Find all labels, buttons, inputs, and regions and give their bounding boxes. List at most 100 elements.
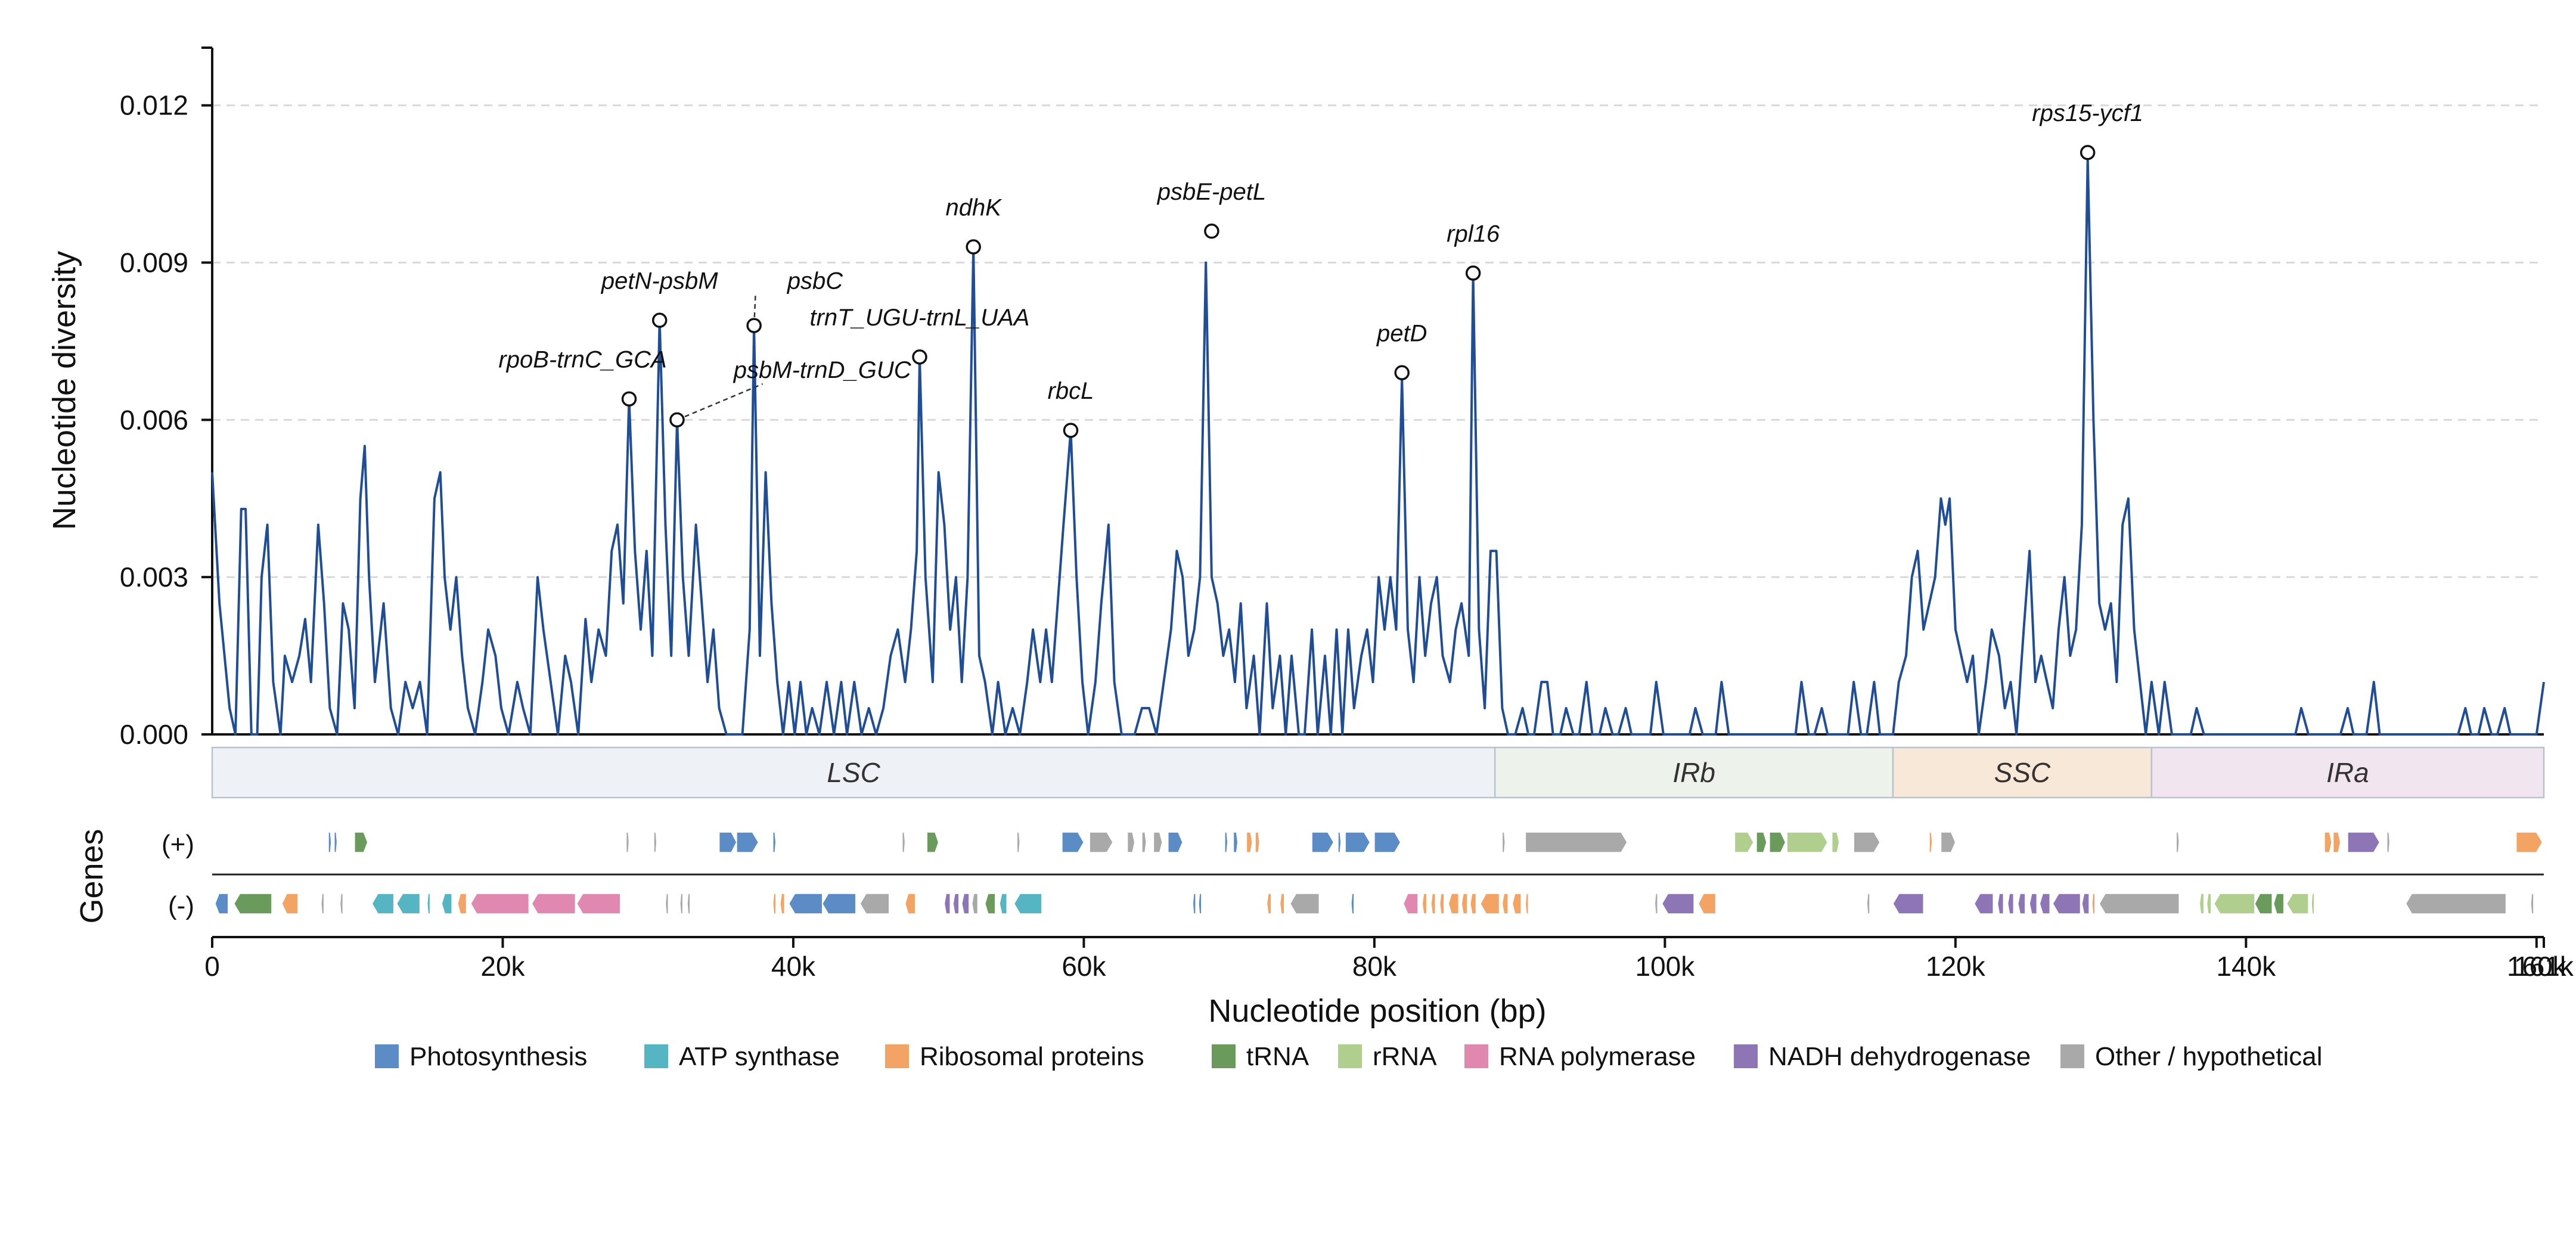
peak-label: psbC bbox=[787, 268, 843, 294]
gene-atp bbox=[426, 893, 431, 914]
gene-other bbox=[1126, 832, 1135, 853]
gene-other bbox=[339, 893, 344, 914]
peak-annotations: rpoB-trnC_GCA petN-psbM psbM-trnD_GUC psbC t… bbox=[498, 100, 2143, 438]
gene-ribo bbox=[1279, 893, 1285, 914]
gene-other bbox=[2405, 893, 2507, 914]
gene-photo bbox=[328, 832, 332, 853]
gene-ndh bbox=[961, 893, 970, 914]
gene-ribo bbox=[1255, 832, 1261, 853]
gene-rrna bbox=[2286, 893, 2309, 914]
peak-marker bbox=[912, 349, 927, 365]
gene-trna bbox=[2254, 893, 2273, 914]
gene-photo bbox=[736, 832, 759, 853]
gene-photo bbox=[333, 832, 338, 853]
peak-marker bbox=[1394, 365, 1410, 380]
x-tick-label: 60k bbox=[1062, 951, 1106, 982]
legend-label-trna: tRNA bbox=[1246, 1042, 1309, 1071]
gene-photo bbox=[718, 832, 737, 853]
gene-other bbox=[2099, 893, 2180, 914]
gene-other bbox=[1141, 832, 1147, 853]
gene-ndh bbox=[1997, 893, 2004, 914]
gene-ndh bbox=[1892, 893, 1924, 914]
gene-atp bbox=[999, 893, 1007, 914]
genome-regions: LSC IRb SSC IRa bbox=[211, 746, 2545, 799]
peak-label: rpl16 bbox=[1447, 221, 1500, 247]
legend: Photosynthesis ATP synthase Ribosomal prot… bbox=[375, 1042, 2323, 1071]
gene-other bbox=[2175, 832, 2180, 853]
region-label: IRa bbox=[2326, 757, 2369, 788]
gene-other bbox=[1654, 893, 1658, 914]
gene-ndh bbox=[2029, 893, 2038, 914]
peak-label: ndhK bbox=[945, 194, 1003, 221]
gene-rnap bbox=[531, 893, 576, 914]
gene-photo bbox=[215, 893, 229, 914]
gene-ribo bbox=[1422, 893, 1427, 914]
gene-ribo bbox=[1439, 893, 1445, 914]
peak-marker bbox=[1465, 265, 1481, 281]
peak-marker bbox=[669, 412, 685, 428]
gene-photo bbox=[1062, 832, 1085, 853]
peak-label: rps15-ycf1 bbox=[2032, 100, 2143, 126]
gene-ribo bbox=[1448, 893, 1460, 914]
legend-label-photo: Photosynthesis bbox=[409, 1042, 587, 1071]
gene-ribo bbox=[1697, 893, 1717, 914]
legend-swatch-photo bbox=[375, 1044, 399, 1068]
gene-atp bbox=[396, 893, 421, 914]
gene-ribo bbox=[2332, 832, 2341, 853]
gene-ribo bbox=[1512, 893, 1522, 914]
peak-label: psbM-trnD_GUC bbox=[733, 357, 912, 383]
gene-ndh bbox=[944, 893, 951, 914]
gene-ribo bbox=[1461, 893, 1468, 914]
gene-ndh bbox=[2017, 893, 2026, 914]
gene-other bbox=[1153, 832, 1163, 853]
peak-label: psbE-petL bbox=[1157, 179, 1266, 205]
gene-photo bbox=[1198, 893, 1202, 914]
legend-swatch-atp bbox=[644, 1044, 668, 1068]
region-label: IRb bbox=[1672, 757, 1715, 788]
axes: 0.000 0.003 0.006 0.009 0.012 0 20k 40k 60k 80k 10… bbox=[120, 46, 2574, 982]
gene-ribo bbox=[281, 893, 299, 914]
gene-ndh bbox=[952, 893, 960, 914]
gene-other bbox=[859, 893, 890, 914]
legend-label-ribo: Ribosomal proteins bbox=[920, 1042, 1144, 1071]
gene-trna bbox=[926, 832, 939, 853]
gene-ribo bbox=[1929, 832, 1933, 853]
legend-label-rnap: RNA polymerase bbox=[1499, 1042, 1696, 1071]
gene-photo bbox=[1224, 832, 1228, 853]
region-irb bbox=[1494, 746, 1894, 799]
gene-other bbox=[687, 893, 691, 914]
gene-trna bbox=[233, 893, 272, 914]
gene-photo bbox=[1374, 832, 1401, 853]
gene-other bbox=[1089, 832, 1114, 853]
legend-swatch-rrna bbox=[1338, 1044, 1362, 1068]
gene-other bbox=[625, 832, 630, 853]
peak-marker bbox=[1204, 224, 1219, 239]
x-tick-label: 100k bbox=[1635, 951, 1696, 982]
gene-rrna bbox=[2311, 893, 2315, 914]
legend-swatch-trna bbox=[1212, 1044, 1236, 1068]
gene-rnap bbox=[1402, 893, 1419, 914]
gene-ndh bbox=[2081, 893, 2090, 914]
gene-ndh bbox=[2039, 893, 2051, 914]
gene-photo bbox=[1233, 832, 1239, 853]
gene-photo bbox=[1168, 832, 1183, 853]
gene-trna bbox=[984, 893, 996, 914]
gene-rnap bbox=[576, 893, 621, 914]
gene-atp bbox=[371, 893, 395, 914]
gene-other bbox=[2386, 832, 2391, 853]
y-axis-title: Nucleotide diversity bbox=[46, 251, 82, 530]
y-tick-label: 0.003 bbox=[120, 562, 188, 593]
x-tick-label: 40k bbox=[771, 951, 816, 982]
x-tick-label: 80k bbox=[1352, 951, 1397, 982]
gene-rrna bbox=[1734, 832, 1754, 853]
peak-leader-line bbox=[753, 294, 756, 326]
gene-ribo bbox=[904, 893, 916, 914]
x-tick-label: 20k bbox=[480, 951, 525, 982]
gene-trna bbox=[354, 832, 368, 853]
peak-label: petN-psbM bbox=[601, 268, 718, 294]
peak-marker bbox=[651, 312, 668, 328]
y-tick-label: 0.000 bbox=[120, 719, 188, 750]
peak-label: rpoB-trnC_GCA bbox=[498, 346, 666, 373]
gene-photo bbox=[1337, 832, 1342, 853]
